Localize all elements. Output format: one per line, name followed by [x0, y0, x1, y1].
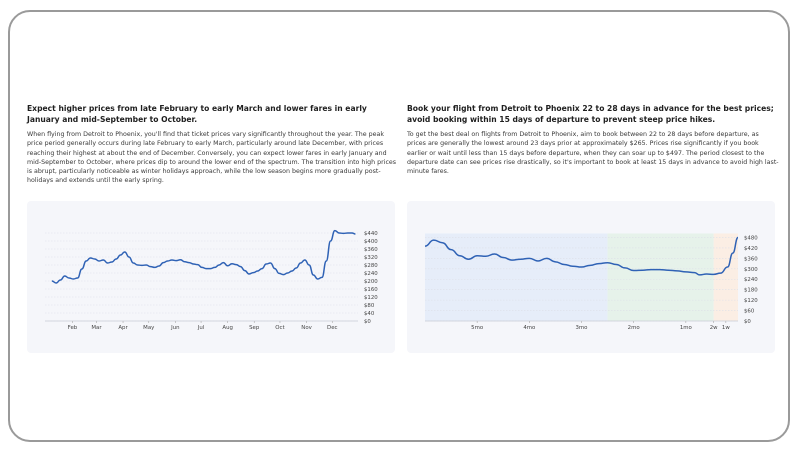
- advance-booking-section: Book your flight from Detroit to Phoenix…: [407, 103, 779, 176]
- y-tick-label: $0: [744, 319, 751, 325]
- seasonal-description: When flying from Detroit to Phoenix, you…: [27, 131, 397, 185]
- x-tick-label: 4mo: [523, 325, 535, 331]
- y-tick-label: $400: [364, 239, 378, 245]
- y-tick-label: $240: [364, 271, 378, 277]
- advance-description: To get the best deal on flights from Det…: [407, 131, 779, 176]
- y-tick-label: $200: [364, 279, 378, 285]
- x-tick-label: Apr: [118, 325, 128, 331]
- y-tick-label: $320: [364, 255, 378, 261]
- x-tick-label: Sep: [249, 325, 260, 331]
- seasonal-section: Expect higher prices from late February …: [27, 103, 399, 186]
- y-tick-label: $360: [364, 247, 378, 253]
- y-tick-label: $0: [364, 319, 371, 325]
- y-tick-label: $480: [744, 235, 758, 241]
- y-tick-label: $80: [364, 303, 375, 309]
- x-tick-label: 5mo: [471, 325, 483, 331]
- advance-heading: Book your flight from Detroit to Phoenix…: [407, 104, 774, 124]
- y-tick-label: $240: [744, 277, 758, 283]
- y-tick-label: $360: [744, 256, 758, 262]
- x-tick-label: 1mo: [680, 325, 692, 331]
- x-tick-label: 2w: [710, 325, 718, 331]
- x-tick-label: 3mo: [576, 325, 588, 331]
- y-tick-label: $420: [744, 246, 758, 252]
- x-tick-label: May: [143, 325, 155, 331]
- y-tick-label: $120: [744, 298, 758, 304]
- y-tick-label: $160: [364, 287, 378, 293]
- x-tick-label: Feb: [68, 325, 78, 331]
- x-tick-label: 2mo: [628, 325, 640, 331]
- x-tick-label: Nov: [301, 325, 312, 331]
- y-tick-label: $440: [364, 231, 378, 237]
- seasonal-heading: Expect higher prices from late February …: [27, 104, 367, 124]
- x-tick-label: Jun: [170, 325, 179, 331]
- seasonal-price-chart-svg: $0 $40 $80 $120 $160 $200 $240 $280 $320 $360 $400…: [45, 229, 378, 331]
- y-tick-label: $280: [364, 263, 378, 269]
- price-line: [51, 229, 356, 284]
- y-tick-label: $40: [364, 311, 375, 317]
- x-tick-label: Aug: [222, 325, 233, 331]
- y-tick-label: $120: [364, 295, 378, 301]
- x-tick-label: Mar: [91, 325, 102, 331]
- y-tick-label: $180: [744, 288, 758, 294]
- advance-price-chart[interactable]: $0 $60 $120 $180 $240 $300 $360 $420 $480 5mo 4mo 3…: [407, 201, 775, 353]
- y-tick-label: $60: [744, 309, 755, 315]
- x-tick-label: 1w: [722, 325, 730, 331]
- advance-price-chart-svg: $0 $60 $120 $180 $240 $300 $360 $420 $480 5mo 4mo 3…: [424, 233, 758, 331]
- seasonal-price-chart[interactable]: $0 $40 $80 $120 $160 $200 $240 $280 $320 $360 $400…: [27, 201, 395, 353]
- x-tick-label: Oct: [275, 325, 284, 331]
- window-frame: [8, 10, 790, 442]
- x-tick-label: Dec: [327, 325, 337, 331]
- x-tick-label: Jul: [197, 325, 205, 331]
- y-tick-label: $300: [744, 267, 758, 273]
